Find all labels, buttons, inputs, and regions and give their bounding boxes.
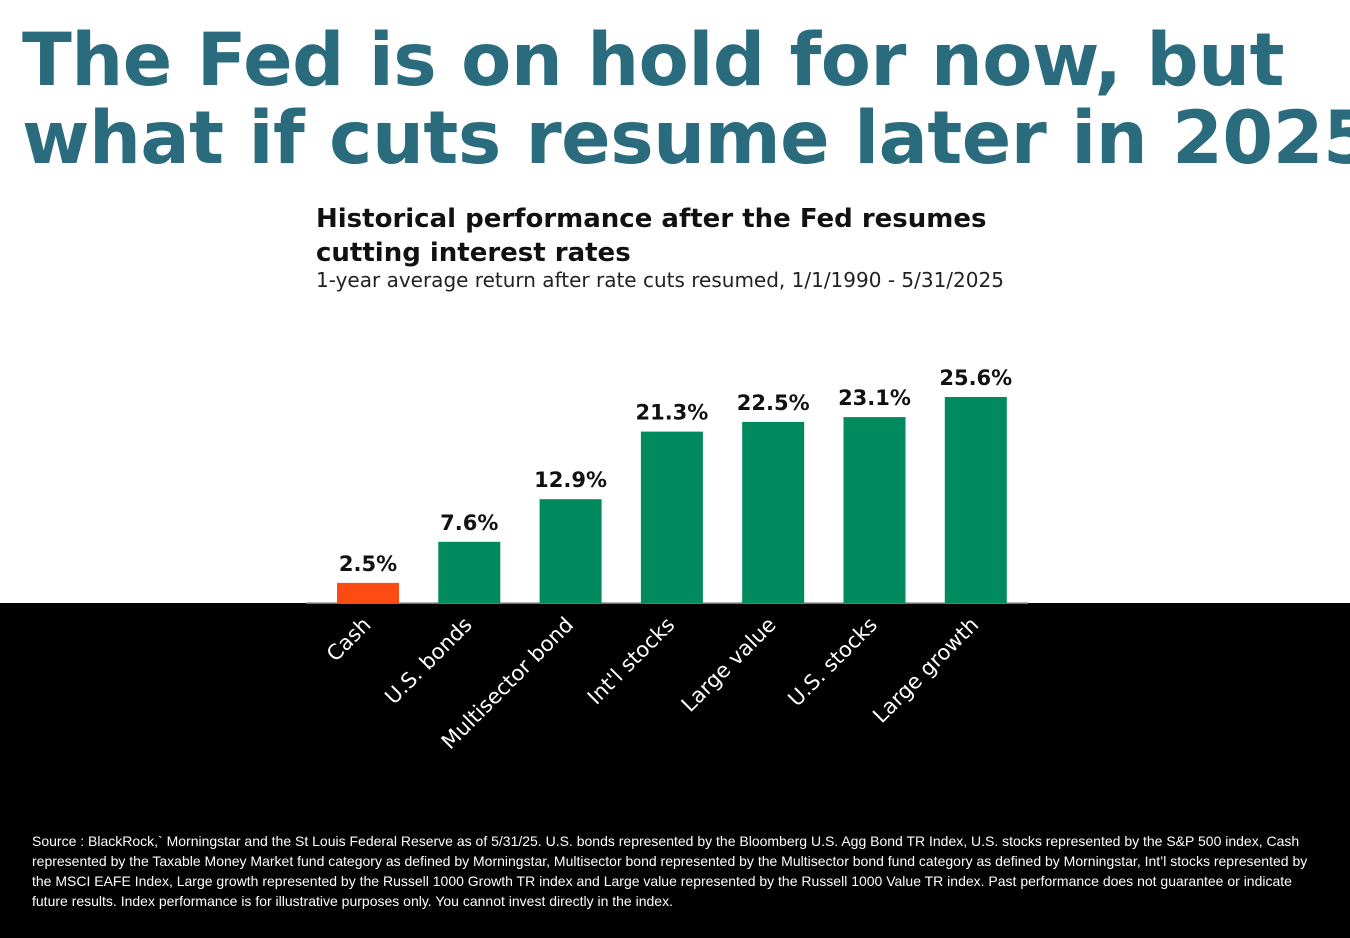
value-label-multisector-bond: 12.9% xyxy=(534,468,607,492)
category-label-int-l-stocks: Int'l stocks xyxy=(583,613,680,710)
source-note: Source : BlackRock,` Morningstar and the… xyxy=(32,833,1308,909)
value-labels-layer: 2.5% 7.6% 12.9% 21.3% 22.5% 23.1% 25.6% xyxy=(339,366,1012,576)
value-label-u-s-stocks: 23.1% xyxy=(838,386,911,410)
category-label-u-s-bonds: U.S. bonds xyxy=(380,613,477,710)
headline: The Fed is on hold for now, but what if … xyxy=(22,18,1350,181)
value-label-int-l-stocks: 21.3% xyxy=(635,401,708,425)
bar-large-growth xyxy=(944,397,1007,603)
bar-u-s-bonds xyxy=(438,541,501,603)
value-label-cash: 2.5% xyxy=(339,552,397,576)
bar-cash xyxy=(337,582,399,603)
bar-int-l-stocks xyxy=(640,431,703,603)
chart-title: Historical performance after the Fed res… xyxy=(316,202,986,270)
bars-layer xyxy=(337,397,1007,603)
bar-large-value xyxy=(742,421,805,603)
headline-line-1: The Fed is on hold for now, but xyxy=(22,18,1285,103)
value-label-large-growth: 25.6% xyxy=(939,366,1012,390)
bar-u-s-stocks xyxy=(843,417,906,603)
category-label-large-growth: Large growth xyxy=(868,613,983,728)
chart-title-line-1: Historical performance after the Fed res… xyxy=(316,204,987,234)
category-label-large-value: Large value xyxy=(677,613,781,717)
chart-subtitle: 1-year average return after rate cuts re… xyxy=(316,268,1004,292)
bar-multisector-bond xyxy=(539,499,602,603)
value-label-u-s-bonds: 7.6% xyxy=(440,511,498,535)
category-label-cash: Cash xyxy=(322,613,376,667)
headline-line-2: what if cuts resume later in 2025? xyxy=(22,96,1350,181)
category-label-u-s-stocks: U.S. stocks xyxy=(783,613,882,712)
chart-title-line-2: cutting interest rates xyxy=(316,238,631,268)
value-label-large-value: 22.5% xyxy=(737,391,810,415)
bottom-band xyxy=(0,603,1350,938)
